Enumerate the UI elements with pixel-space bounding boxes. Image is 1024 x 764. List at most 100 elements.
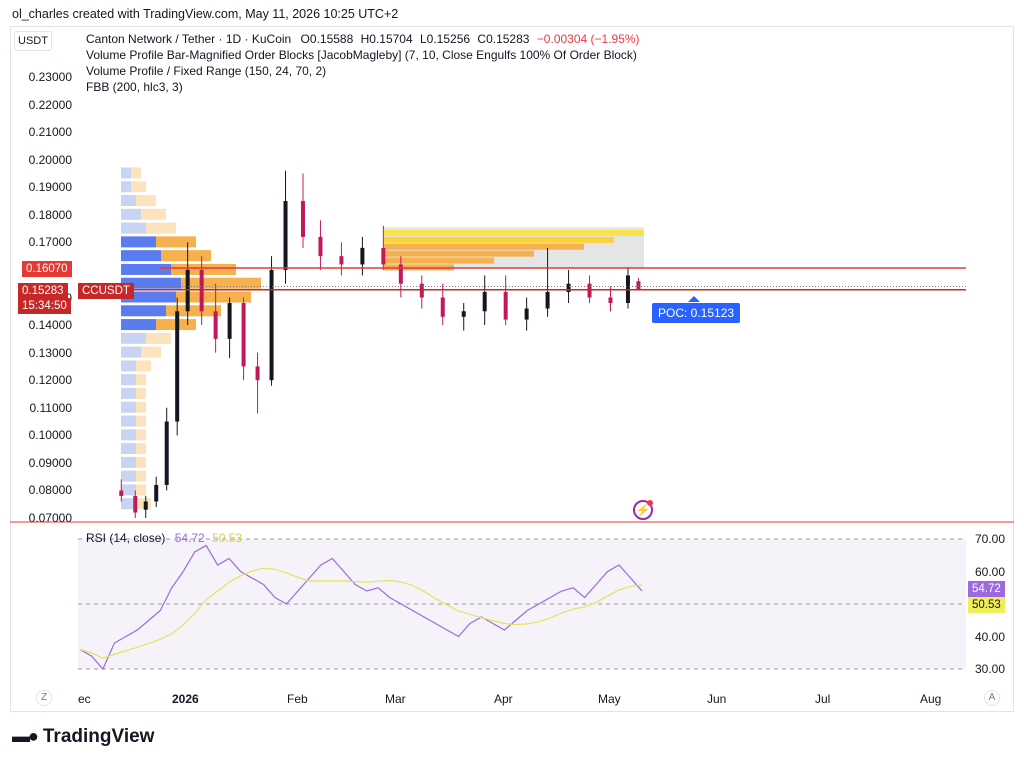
vp-bar-up — [121, 470, 136, 482]
poc-label: POC: 0.15123 — [652, 303, 741, 323]
candle-body — [269, 269, 274, 381]
tradingview-logo-icon: ▬● — [12, 726, 39, 746]
footer-brand-text: TradingView — [42, 726, 155, 747]
order-block-bar — [384, 229, 644, 236]
candle-body — [398, 264, 403, 284]
candle-body — [419, 283, 424, 298]
price-tick: 0.10000 — [28, 428, 72, 443]
legend-indicator-2[interactable]: Volume Profile / Fixed Range (150, 24, 7… — [86, 64, 327, 78]
legend-open: O0.15588 — [300, 32, 354, 46]
time-tick-jul: Jul — [815, 692, 831, 706]
candle-body — [133, 495, 138, 513]
candle-body — [164, 421, 169, 485]
vp-bar-up — [121, 332, 146, 344]
rsi-value: 54.72 — [174, 531, 205, 545]
vp-bar-down — [136, 195, 156, 207]
vp-bar-down — [136, 429, 146, 441]
price-tick: 0.22000 — [28, 97, 72, 112]
vp-bar-down — [136, 456, 146, 468]
time-tick-mar: Mar — [385, 692, 406, 706]
auto-scale-button[interactable]: A — [984, 690, 1000, 706]
price-tick: 0.21000 — [28, 125, 72, 140]
candle-body — [482, 291, 487, 312]
vp-bar-down — [171, 263, 236, 275]
zoom-reset-button[interactable]: Z — [36, 690, 52, 706]
vp-bar-down — [136, 484, 146, 496]
candles — [119, 170, 641, 518]
rsi-tick-60: 60.00 — [975, 565, 1006, 579]
price-tick: 0.20000 — [28, 152, 72, 167]
vp-bar-down — [131, 167, 141, 179]
chart-credit: ol_charles created with TradingView.com,… — [12, 7, 399, 21]
time-tick-dec: ec — [78, 692, 91, 706]
currency-button[interactable]: USDT — [14, 31, 52, 51]
vp-bar-down — [136, 498, 151, 510]
legend-change: −0.00304 (−1.95%) — [536, 32, 640, 46]
notification-dot-icon — [647, 500, 653, 506]
time-tick-aug: Aug — [920, 692, 942, 706]
vp-bar-up — [121, 291, 176, 303]
resistance-tag: 0.16070 — [22, 261, 72, 277]
price-tick: 0.14000 — [28, 318, 72, 333]
rsi-line — [79, 544, 643, 671]
vp-bar-up — [121, 167, 131, 179]
vp-bar-down — [141, 346, 161, 358]
vp-bar-down — [166, 305, 221, 317]
candle-body — [545, 291, 550, 309]
vp-bar-up — [121, 305, 166, 317]
rsi-label[interactable]: RSI (14, close) — [86, 531, 166, 545]
vp-bar-up — [121, 415, 136, 427]
vp-bar-down — [136, 470, 146, 482]
vp-bar-down — [176, 291, 251, 303]
vp-bar-down — [141, 208, 166, 220]
vp-bar-up — [121, 484, 136, 496]
poc-arrow — [688, 296, 700, 302]
volume-profile-left — [121, 167, 261, 510]
vp-bar-up — [121, 443, 136, 455]
candle-body — [566, 283, 571, 292]
rsi-ma-line — [79, 567, 643, 659]
candle-body — [360, 247, 365, 265]
vp-bar-up — [121, 195, 136, 207]
vp-bar-up — [121, 236, 156, 248]
vp-bar-up — [121, 360, 136, 372]
vp-bar-up — [121, 429, 136, 441]
candle-body — [318, 236, 323, 257]
candle-body — [503, 291, 508, 320]
candle-body — [339, 256, 344, 265]
vp-bar-down — [131, 181, 146, 193]
legend-indicator-3[interactable]: FBB (200, hlc3, 3) — [86, 80, 183, 94]
candle-body — [241, 303, 246, 367]
vp-bar-down — [161, 250, 211, 262]
candle-body — [199, 269, 204, 312]
price-levels — [80, 267, 966, 302]
vp-bar-up — [121, 250, 161, 262]
vp-bar-up — [121, 456, 136, 468]
price-tick: 0.23000 — [28, 70, 72, 84]
vp-bar-up — [121, 346, 141, 358]
order-block-bar — [384, 236, 614, 243]
candle-body — [175, 311, 180, 422]
order-block-zone — [384, 227, 644, 271]
candle-body — [381, 247, 386, 265]
time-tick-feb: Feb — [287, 692, 308, 706]
time-tick-may: May — [598, 692, 621, 706]
time-tick-jun: Jun — [707, 692, 727, 706]
vp-bar-up — [121, 387, 136, 399]
vp-bar-up — [121, 319, 156, 331]
price-tick: 0.18000 — [28, 207, 72, 222]
order-block-bar — [384, 257, 494, 264]
candle-body — [227, 303, 232, 339]
vp-bar-up — [121, 401, 136, 413]
legend-symbol[interactable]: Canton Network / Tether · 1D · KuCoin — [86, 32, 292, 46]
lightning-icon[interactable]: ⚡ — [633, 500, 653, 520]
vp-bar-up — [121, 208, 141, 220]
legend-main: Canton Network / Tether · 1D · KuCoin O0… — [86, 32, 640, 46]
candle-body — [524, 308, 529, 320]
vp-bar-up — [121, 277, 181, 289]
time-tick-apr: Apr — [494, 692, 513, 706]
legend-indicator-1[interactable]: Volume Profile Bar-Magnified Order Block… — [86, 48, 637, 62]
price-tick: 0.19000 — [28, 180, 72, 195]
candle-body — [636, 281, 641, 290]
